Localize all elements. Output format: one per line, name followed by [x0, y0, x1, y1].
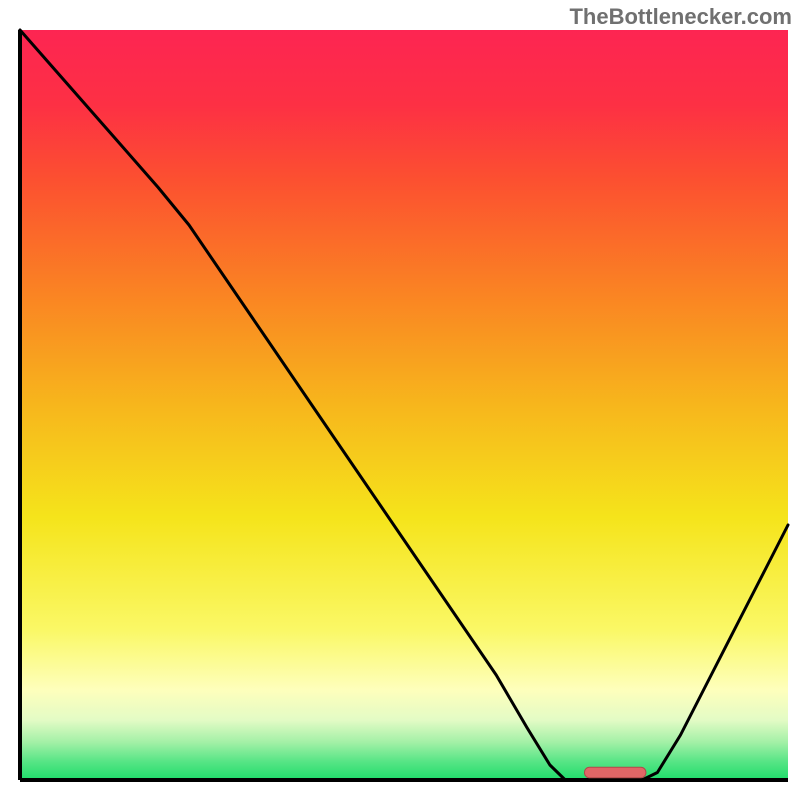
watermark-label: TheBottlenecker.com	[569, 4, 792, 30]
plot-background	[20, 30, 788, 780]
chart-container: TheBottlenecker.com	[0, 0, 800, 800]
bottleneck-chart	[0, 0, 800, 800]
optimal-marker	[584, 767, 645, 778]
